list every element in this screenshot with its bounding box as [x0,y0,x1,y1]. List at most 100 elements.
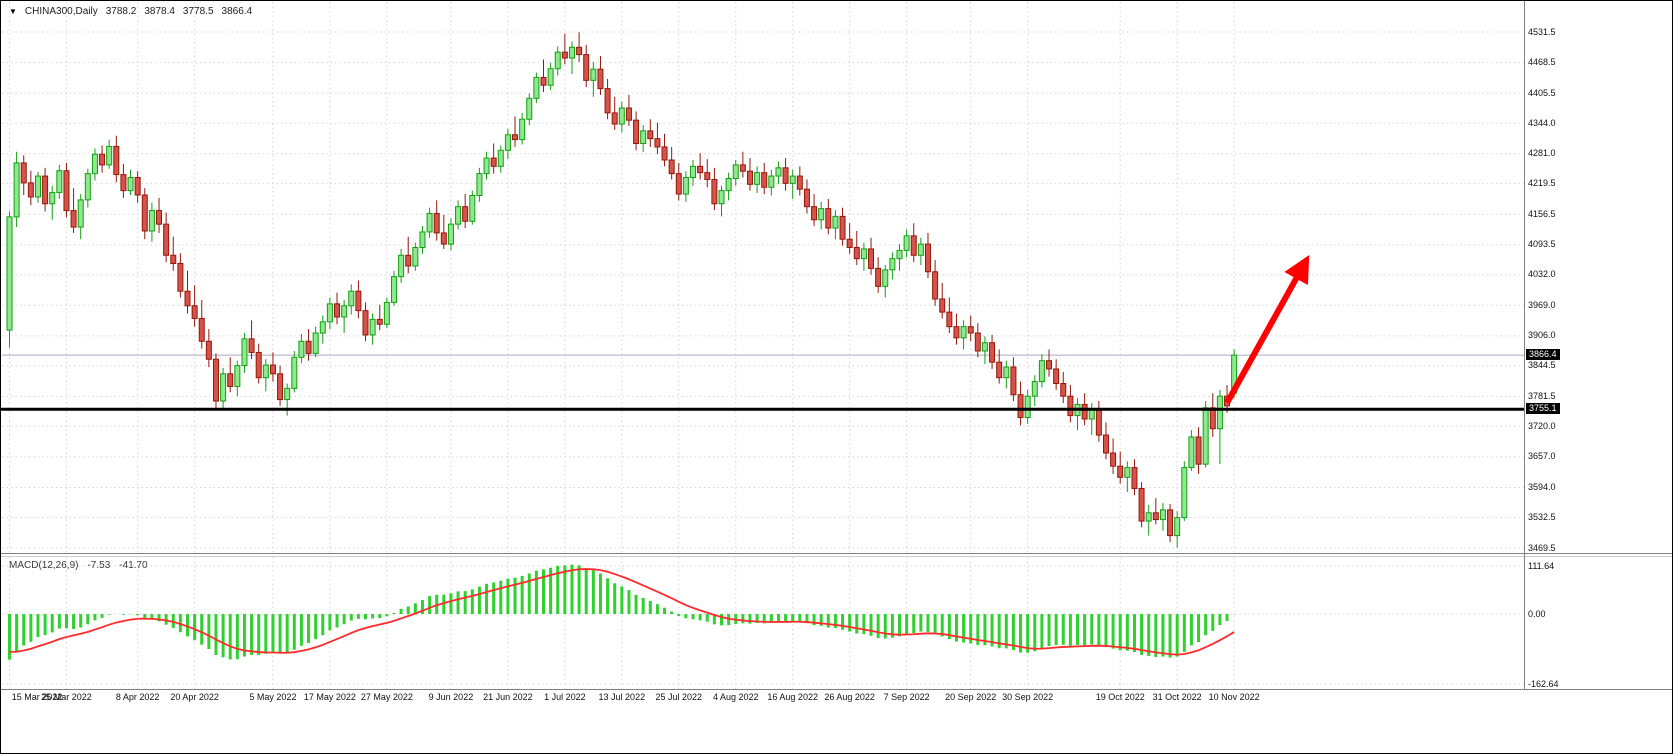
candle-body [811,206,818,221]
candle-body [319,321,326,334]
time-axis-label: 7 Sep 2022 [883,692,930,702]
time-axis-label: 10 Nov 2022 [1208,692,1260,702]
price-axis-label: 3969.0 [1528,299,1556,310]
candle-body [1209,407,1216,430]
candle-body [711,178,718,205]
candle-body [697,165,704,174]
price-axis-label: 3720.0 [1528,420,1556,431]
candle-body [462,206,469,222]
price-axis-label: 3594.0 [1528,482,1556,492]
time-axis-label: 4 Aug 2022 [712,692,759,702]
candle-body [163,223,170,256]
candle-body [419,231,426,248]
grid-layer [2,2,1524,689]
candle-body [248,338,255,353]
macd-signal-value: -41.70 [119,560,148,571]
candle-body [120,174,127,192]
candle-body [455,206,462,225]
candle-body [1159,509,1166,521]
candle-body [825,208,832,229]
price-axis-label: 3906.0 [1528,330,1556,341]
candle-body [839,215,846,240]
candle-body [170,254,177,265]
candle-body [504,134,511,151]
price-axis-label: 4531.5 [1528,26,1556,37]
candle-body [1102,434,1109,454]
candle-body [1088,408,1095,420]
candle-body [191,305,198,319]
candle-body [512,134,519,141]
candle-body [540,76,547,86]
candle-body [312,332,319,354]
price-axis-label: 4344.0 [1528,117,1556,128]
price-axis-label: 3781.5 [1528,390,1556,401]
candle-body [654,138,661,148]
candle-body [298,340,305,358]
candle-body [99,153,106,166]
candle-body [227,373,234,387]
candle-body [440,232,447,245]
time-axis-label: 30 Sep 2022 [1002,692,1054,702]
support-price-badge: 3755.1 [1526,403,1560,415]
candle-body [832,215,839,229]
candle-body [611,112,618,125]
price-axis-label: 4032.0 [1528,269,1556,280]
candle-body [1110,452,1117,467]
candle-body [519,118,526,141]
candle-body [682,177,689,195]
candle-body [946,311,953,328]
time-axis-label: 19 Oct 2022 [1095,692,1145,702]
candle-body [1024,395,1031,419]
candle-body [1202,407,1209,465]
candle-body [205,340,212,360]
candle-body [141,194,148,232]
candle-body [932,271,939,300]
candle-body [746,170,753,185]
current-price-badge: 3866.4 [1526,349,1560,361]
candle-body [348,290,355,307]
candle-body [868,248,875,269]
ohlc-high: 3878.4 [144,6,175,17]
ohlc-close: 3866.4 [221,6,253,17]
candle-body [597,68,604,90]
trend-arrow[interactable] [1224,254,1310,405]
candle-body [604,88,611,114]
candle-body [853,246,860,260]
candle-body [1010,366,1017,396]
candle-body [1181,467,1188,519]
symbol-title: CHINA300,Daily [24,6,98,17]
time-axis-label: 5 May 2022 [249,692,297,702]
candle-body [818,208,825,221]
symbol-info: ▼ CHINA300,Daily 3788.2 3878.4 3778.5 38… [9,6,252,17]
candle-body [981,342,988,352]
candle-body [447,223,454,245]
price-axis-label: 3532.5 [1528,511,1556,522]
candle-body [547,68,554,86]
candle-body [148,210,155,232]
candle-body [1081,403,1088,420]
candle-body [917,243,924,256]
candle-body [34,175,41,198]
candle-body [326,303,333,323]
candle-body [996,361,1003,379]
price-axis-label: 4281.0 [1528,148,1556,159]
candle-body [725,177,732,192]
candle-body [561,51,568,59]
price-axis-label: 3844.5 [1528,360,1556,371]
time-axis-label: 9 Jun 2022 [428,692,474,702]
time-axis-label: 17 May 2022 [303,692,356,702]
time-axis-label: 20 Apr 2022 [170,692,219,702]
candle-body [63,170,70,212]
candle-body [1188,436,1195,469]
candle-body [1195,436,1202,465]
candle-body [882,269,889,287]
symbol-dropdown-icon[interactable]: ▼ [9,6,17,16]
candle-body [939,298,946,313]
candle-body [77,199,84,228]
candle-body [106,145,113,166]
candle-body [846,238,853,248]
time-axis-label: 25 Mar 2022 [41,692,92,702]
candle-body [768,175,775,188]
